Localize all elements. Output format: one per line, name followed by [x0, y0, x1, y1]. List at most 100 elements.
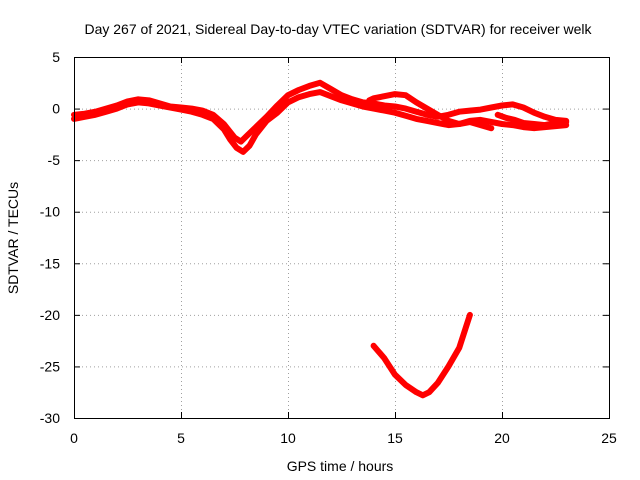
- data-point: [227, 136, 233, 143]
- data-point: [285, 99, 291, 105]
- data-point: [413, 109, 419, 115]
- data-point: [381, 102, 387, 109]
- data-point: [478, 107, 484, 113]
- data-point: [381, 93, 387, 99]
- data-point: [520, 104, 527, 111]
- data-point: [445, 112, 452, 118]
- data-point: [435, 120, 441, 126]
- data-point: [467, 108, 473, 114]
- data-point: [510, 122, 516, 128]
- data-point: [328, 86, 334, 92]
- data-point: [424, 112, 430, 118]
- data-point: [499, 102, 505, 109]
- data-point: [531, 121, 537, 127]
- data-point: [240, 149, 246, 155]
- data-point: [563, 119, 569, 125]
- data-point: [478, 122, 484, 128]
- data-point: [467, 119, 473, 125]
- y-tick-label: 5: [52, 49, 60, 65]
- x-tick-label: 10: [280, 430, 296, 446]
- data-point: [488, 119, 494, 125]
- y-tick-label: -10: [40, 204, 60, 220]
- data-point: [234, 145, 240, 151]
- data-point: [413, 116, 419, 122]
- x-tick-label: 5: [177, 430, 185, 446]
- data-point: [274, 102, 280, 109]
- data-point: [199, 112, 205, 118]
- data-point: [157, 102, 163, 109]
- data-point: [114, 106, 120, 112]
- y-tick-label: -25: [40, 358, 60, 374]
- y-tick-label: -20: [40, 307, 60, 323]
- data-point: [426, 389, 432, 395]
- data-point: [167, 104, 173, 111]
- data-point: [435, 380, 441, 386]
- data-point: [488, 125, 494, 131]
- data-point: [531, 110, 537, 116]
- data-point: [503, 115, 509, 121]
- data-point: [253, 131, 259, 137]
- data-point: [392, 103, 398, 110]
- data-point: [488, 104, 494, 111]
- x-tick-label: 15: [387, 430, 403, 446]
- data-point: [403, 113, 409, 119]
- series-track-c: [370, 311, 473, 399]
- data-point: [467, 312, 473, 318]
- tick-label-layer: 0 5 10 15 20 25 5 0 -5 -10 -15 -20 -25 -30: [40, 49, 617, 446]
- data-point: [420, 392, 426, 398]
- data-point: [456, 121, 462, 127]
- x-axis-label: GPS time / hours: [287, 458, 394, 474]
- data-point: [371, 106, 377, 112]
- data-point: [424, 106, 430, 112]
- data-point: [499, 121, 505, 127]
- data-point: [306, 83, 312, 89]
- data-point: [82, 114, 88, 120]
- data-point: [317, 80, 323, 86]
- data-point: [445, 118, 452, 124]
- data-point: [338, 97, 345, 103]
- data-point: [274, 110, 280, 116]
- y-tick-label: -15: [40, 255, 60, 271]
- data-point: [221, 126, 227, 132]
- data-point: [296, 94, 302, 100]
- data-point: [542, 122, 548, 128]
- plot-frame: [74, 57, 610, 419]
- data-point: [435, 112, 441, 118]
- data-point: [244, 132, 250, 138]
- data-point: [424, 118, 430, 124]
- data-point: [103, 109, 109, 115]
- y-tick-label: -5: [48, 152, 61, 168]
- data-point: [238, 139, 244, 145]
- x-tick-label: 20: [494, 430, 510, 446]
- x-tick-label: 25: [601, 430, 617, 446]
- data-point: [381, 355, 387, 361]
- data-point: [392, 91, 398, 97]
- data-point: [92, 112, 98, 118]
- y-axis-label: SDTVAR / TECUs: [5, 182, 21, 294]
- data-point: [552, 120, 559, 126]
- data-point: [542, 114, 548, 120]
- data-point: [456, 109, 462, 115]
- data-point: [512, 117, 518, 123]
- data-point: [456, 345, 462, 351]
- data-point: [328, 93, 334, 99]
- tick-layer: [74, 57, 610, 419]
- data-point: [403, 92, 409, 98]
- data-point: [306, 91, 312, 97]
- data-point: [495, 112, 501, 118]
- data-point: [210, 116, 216, 122]
- data-point: [349, 100, 355, 106]
- data-point: [264, 118, 270, 124]
- data-point: [413, 99, 419, 105]
- data-point: [403, 382, 409, 388]
- data-point: [124, 101, 131, 107]
- data-point: [285, 92, 291, 98]
- data-point: [403, 106, 409, 112]
- data-point: [392, 372, 398, 378]
- data-point: [146, 100, 152, 106]
- data-point: [520, 120, 527, 126]
- data-point: [296, 87, 302, 93]
- data-point: [135, 99, 141, 105]
- data-point: [478, 117, 484, 123]
